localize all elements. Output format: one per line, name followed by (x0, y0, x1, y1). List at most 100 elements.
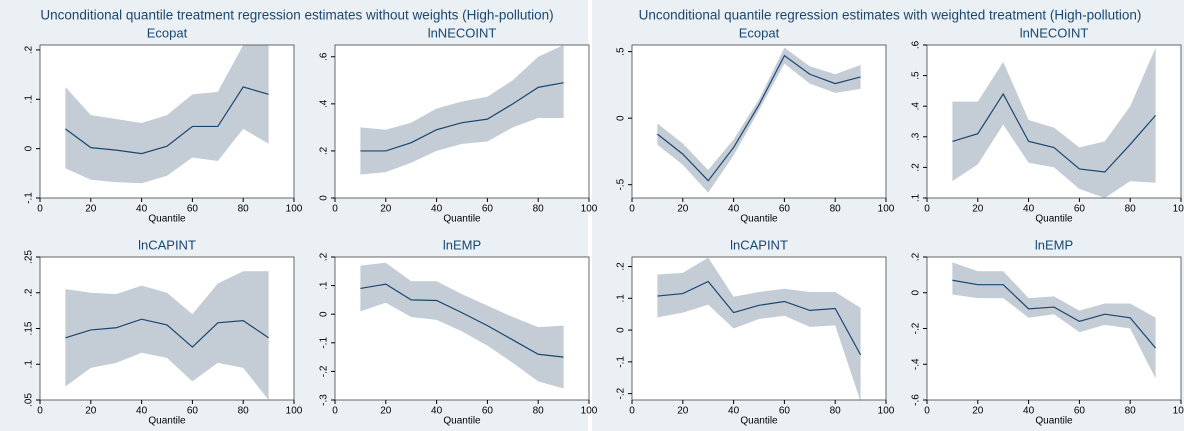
x-tick-label: 80 (238, 406, 250, 417)
estimate-line (360, 283, 564, 358)
y-tick-label: -.1 (319, 337, 330, 349)
y-tick-label: .3 (911, 132, 922, 141)
x-tick-label: 0 (37, 406, 43, 417)
y-tick-label: 0 (616, 115, 627, 121)
plot-frame (334, 44, 590, 199)
y-tick-label: .1 (24, 360, 35, 369)
y-tick-label: .2 (319, 252, 330, 261)
y-tick-label: -.1 (616, 356, 627, 368)
y-tick-label: -.1 (24, 192, 35, 204)
x-tick-label: 100 (286, 204, 303, 215)
plot-frame (39, 44, 295, 199)
x-tick-label: 0 (629, 204, 635, 215)
x-axis-label: Quantile (740, 214, 778, 225)
panel-title: lnEMP (1035, 237, 1073, 252)
figure-title: Unconditional quantile regression estima… (639, 8, 1142, 23)
y-tick-label: .05 (24, 393, 35, 407)
plot-frame (334, 256, 590, 401)
y-tick-label: .5 (616, 47, 627, 56)
x-tick-label: 40 (728, 204, 740, 215)
panel-title: lnNECOINT (1020, 25, 1089, 40)
x-tick-label: 80 (1125, 204, 1137, 215)
y-tick-label: .2 (911, 163, 922, 172)
estimate-line (65, 318, 269, 348)
panel-title: Ecopat (739, 25, 780, 40)
y-tick-label: 0 (24, 145, 35, 151)
y-tick-label: -.4 (911, 358, 922, 370)
x-tick-label: 40 (136, 406, 148, 417)
confidence-band (65, 45, 269, 184)
x-tick-label: 20 (380, 204, 392, 215)
x-tick-label: 100 (878, 406, 895, 417)
x-tick-label: 40 (1023, 204, 1035, 215)
plot-frame (926, 44, 1182, 199)
confidence-band (657, 257, 861, 402)
x-tick-label: 60 (1074, 204, 1086, 215)
x-axis-label: Quantile (443, 416, 481, 427)
x-axis-label: Quantile (1035, 416, 1073, 427)
estimate-line (657, 280, 862, 356)
plot-frame (631, 256, 887, 401)
y-tick-label: .2 (911, 252, 922, 261)
confidence-band (360, 262, 564, 389)
x-tick-label: 60 (482, 204, 494, 215)
y-tick-label: .1 (319, 281, 330, 290)
x-tick-label: 0 (332, 406, 338, 417)
x-tick-label: 20 (85, 406, 97, 417)
y-tick-label: -.2 (911, 322, 922, 334)
estimate-line (952, 279, 1157, 349)
y-tick-label: 0 (616, 327, 627, 333)
y-tick-label: -.2 (319, 365, 330, 377)
x-tick-label: 60 (779, 406, 791, 417)
y-tick-label: .1 (616, 294, 627, 303)
confidence-band (952, 48, 1156, 199)
x-tick-label: 0 (629, 406, 635, 417)
y-tick-label: 0 (319, 311, 330, 317)
x-tick-label: 0 (37, 204, 43, 215)
y-tick-label: 0 (911, 290, 922, 296)
x-axis-label: Quantile (148, 416, 186, 427)
x-tick-label: 20 (380, 406, 392, 417)
x-tick-label: 40 (431, 406, 443, 417)
x-tick-label: 20 (85, 204, 97, 215)
plot-area (632, 45, 886, 198)
estimate-line (65, 86, 269, 155)
panel-title: lnCAPINT (138, 237, 196, 252)
x-axis-label: Quantile (443, 214, 481, 225)
plot-frame (631, 44, 887, 199)
figure-title: Unconditional quantile treatment regress… (40, 8, 553, 23)
y-tick-label: .1 (911, 193, 922, 202)
x-tick-label: 40 (728, 406, 740, 417)
x-tick-label: 60 (482, 406, 494, 417)
panel-title: Ecopat (147, 25, 188, 40)
x-tick-label: 80 (830, 406, 842, 417)
x-tick-label: 80 (238, 204, 250, 215)
y-tick-label: -.6 (911, 394, 922, 406)
x-axis-label: Quantile (148, 214, 186, 225)
y-tick-label: -.2 (616, 387, 627, 399)
y-tick-label: .6 (911, 40, 922, 49)
x-tick-label: 100 (286, 406, 303, 417)
x-tick-label: 80 (830, 204, 842, 215)
y-tick-label: .4 (911, 102, 922, 111)
x-tick-label: 100 (581, 204, 598, 215)
y-tick-label: .2 (24, 45, 35, 54)
x-tick-label: 20 (677, 204, 689, 215)
x-tick-label: 60 (779, 204, 791, 215)
x-tick-label: 60 (187, 204, 199, 215)
x-axis-label: Quantile (740, 416, 778, 427)
y-tick-label: .15 (24, 321, 35, 335)
y-tick-label: .1 (24, 95, 35, 104)
x-tick-label: 40 (431, 204, 443, 215)
y-tick-label: .5 (911, 71, 922, 80)
y-tick-label: .2 (616, 262, 627, 271)
panel-title: lnNECOINT (428, 25, 497, 40)
x-tick-label: 20 (972, 406, 984, 417)
estimate-line (952, 92, 1157, 173)
x-axis-label: Quantile (1035, 214, 1073, 225)
y-tick-label: .2 (319, 146, 330, 155)
y-tick-label: -.3 (319, 394, 330, 406)
x-tick-label: 0 (924, 204, 930, 215)
confidence-band (65, 271, 269, 400)
